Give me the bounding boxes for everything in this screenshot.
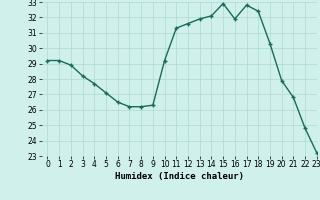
X-axis label: Humidex (Indice chaleur): Humidex (Indice chaleur) <box>115 172 244 181</box>
